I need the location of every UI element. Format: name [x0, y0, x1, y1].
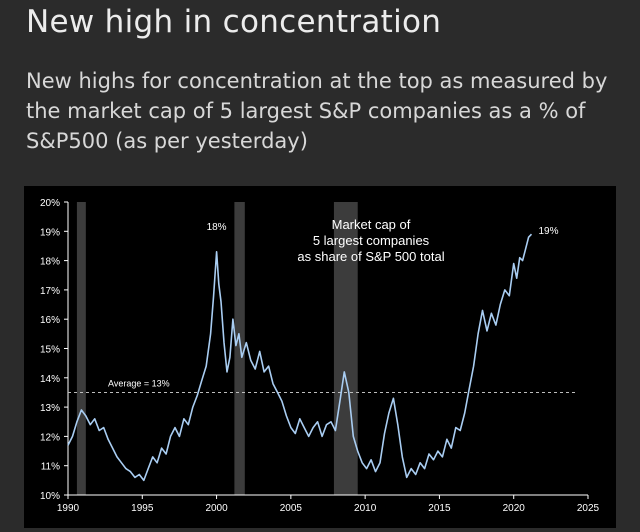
x-tick-label-4: 2010	[354, 503, 377, 514]
average-label: Average = 13%	[108, 378, 170, 388]
peak-2021-label: 19%	[539, 226, 559, 237]
series-line-0	[67, 233, 533, 482]
recession-bar-0	[76, 202, 86, 495]
y-tick-label-3: 13%	[40, 403, 60, 414]
chart-panel: 10% 11% 12% 13% 14% 15% 16% 17% 18% 19% 20% 1990 199…	[24, 186, 616, 528]
y-tick-label-8: 18%	[40, 257, 60, 268]
chart-title-line-1: Market cap of	[332, 217, 411, 232]
x-tick-label-5: 2015	[428, 503, 451, 514]
peak-2000-label: 18%	[207, 222, 227, 233]
y-tick-label-10: 20%	[40, 198, 60, 209]
y-tick-label-1: 11%	[41, 462, 60, 473]
x-tick-label-0: 1990	[57, 503, 80, 514]
y-tick-label-0: 10%	[40, 491, 60, 502]
recession-bar-1	[234, 202, 245, 495]
page-subtitle: New highs for concentration at the top a…	[26, 69, 608, 153]
y-tick-label-2: 12%	[40, 432, 60, 443]
chart-title-line-3: as share of S&P 500 total	[297, 249, 444, 264]
y-tick-label-6: 16%	[40, 315, 60, 326]
x-tick-label-7: 2025	[577, 503, 600, 514]
y-tick-label-5: 15%	[40, 345, 60, 356]
x-tick-label-2: 2000	[205, 503, 228, 514]
y-tick-label-4: 14%	[40, 374, 60, 385]
page-title: New high in concentration	[26, 4, 442, 40]
y-tick-label-7: 17%	[40, 286, 60, 297]
y-tick-label-9: 19%	[40, 227, 60, 238]
x-tick-label-3: 2005	[280, 503, 303, 514]
chart-title-line-2: 5 largest companies	[313, 233, 430, 248]
x-tick-label-1: 1995	[131, 503, 154, 514]
x-tick-label-6: 2020	[503, 503, 526, 514]
line-chart: 10% 11% 12% 13% 14% 15% 16% 17% 18% 19% 20% 1990 199…	[40, 198, 600, 514]
